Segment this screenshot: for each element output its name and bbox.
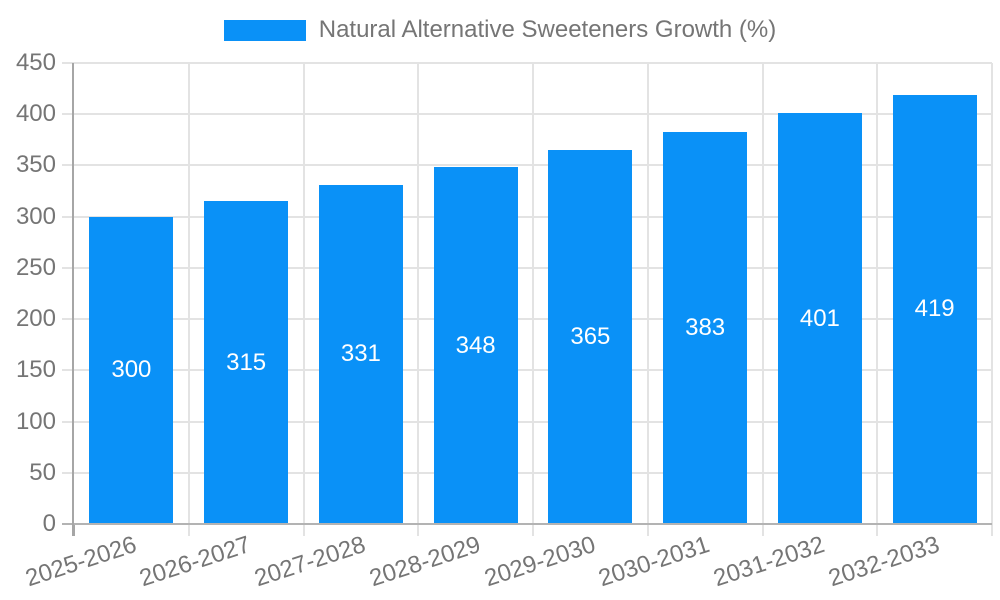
bar-value-label: 331 [340,340,381,368]
bar-value-label: 315 [226,348,267,376]
bar-value-label: 348 [455,331,496,359]
y-axis-tick-label: 200 [15,305,56,333]
bar: 419 [892,94,977,524]
x-axis-tick-mark [532,524,534,536]
bar: 383 [663,131,748,524]
legend-series-label: Natural Alternative Sweeteners Growth (%… [318,16,777,43]
gridline-vertical [876,63,879,524]
bar-value-label: 401 [799,304,840,332]
bar: 365 [548,150,633,524]
gridline-vertical [761,63,764,524]
bar: 315 [204,201,289,524]
bar: 300 [89,216,174,524]
bar-value-label: 383 [685,313,726,341]
y-axis-tick-mark [62,266,74,269]
y-axis-tick-mark [62,523,74,525]
x-axis-line [74,523,992,525]
legend-color-swatch [223,19,306,41]
bar: 401 [777,113,862,524]
gridline-vertical [646,63,649,524]
y-axis-tick-mark [62,164,74,167]
y-axis-tick-label: 100 [15,407,56,435]
y-axis-tick-label: 450 [15,49,56,76]
bar: 348 [433,167,518,524]
bar-value-label: 300 [111,356,152,384]
gridline-vertical [302,63,305,524]
x-axis-tick-label: 2031-2032 [710,531,828,593]
y-axis-tick-mark [62,62,74,64]
x-axis-tick-mark [302,524,305,536]
x-axis-tick-mark [991,524,993,536]
x-axis-tick-label: 2027-2028 [251,531,369,593]
y-axis-tick-mark [62,420,74,423]
y-axis-line [72,63,74,536]
x-axis-tick-mark [73,524,75,536]
gridline-vertical [991,63,993,524]
x-axis-tick-label: 2029-2030 [480,531,599,593]
x-axis-tick-label: 2032-2033 [825,531,943,593]
y-axis-tick-mark [62,471,74,474]
y-axis-tick-label: 250 [15,253,56,281]
y-axis-tick-label: 350 [15,151,56,179]
y-axis-tick-mark [62,215,74,218]
gridline-vertical [417,63,420,524]
y-axis-tick-label: 150 [15,356,56,384]
bar: 331 [318,184,403,524]
y-axis-tick-label: 50 [29,458,56,486]
chart-legend[interactable]: Natural Alternative Sweeteners Growth (%… [0,14,1000,46]
x-axis-tick-mark [876,524,879,536]
x-axis-tick-mark [646,524,649,536]
y-axis-tick-mark [62,113,74,116]
y-axis-tick-mark [62,369,74,372]
y-axis-tick-label: 0 [42,510,56,537]
y-axis-tick-mark [62,318,74,321]
x-axis-tick-mark [417,524,420,536]
x-axis-tick-label: 2025-2026 [21,531,140,593]
x-axis-tick-mark [761,524,764,536]
y-axis-tick-label: 300 [15,202,56,230]
y-axis-tick-label: 400 [15,100,56,128]
x-axis-tick-label: 2030-2031 [595,531,714,593]
x-axis-tick-mark [187,524,190,536]
x-axis-tick-label: 2028-2029 [366,531,484,593]
x-axis-tick-label: 2026-2027 [136,531,255,593]
gridline-vertical [187,63,190,524]
bar-value-label: 365 [570,323,611,351]
bar-value-label: 419 [914,295,955,323]
gridline-vertical [532,63,534,524]
